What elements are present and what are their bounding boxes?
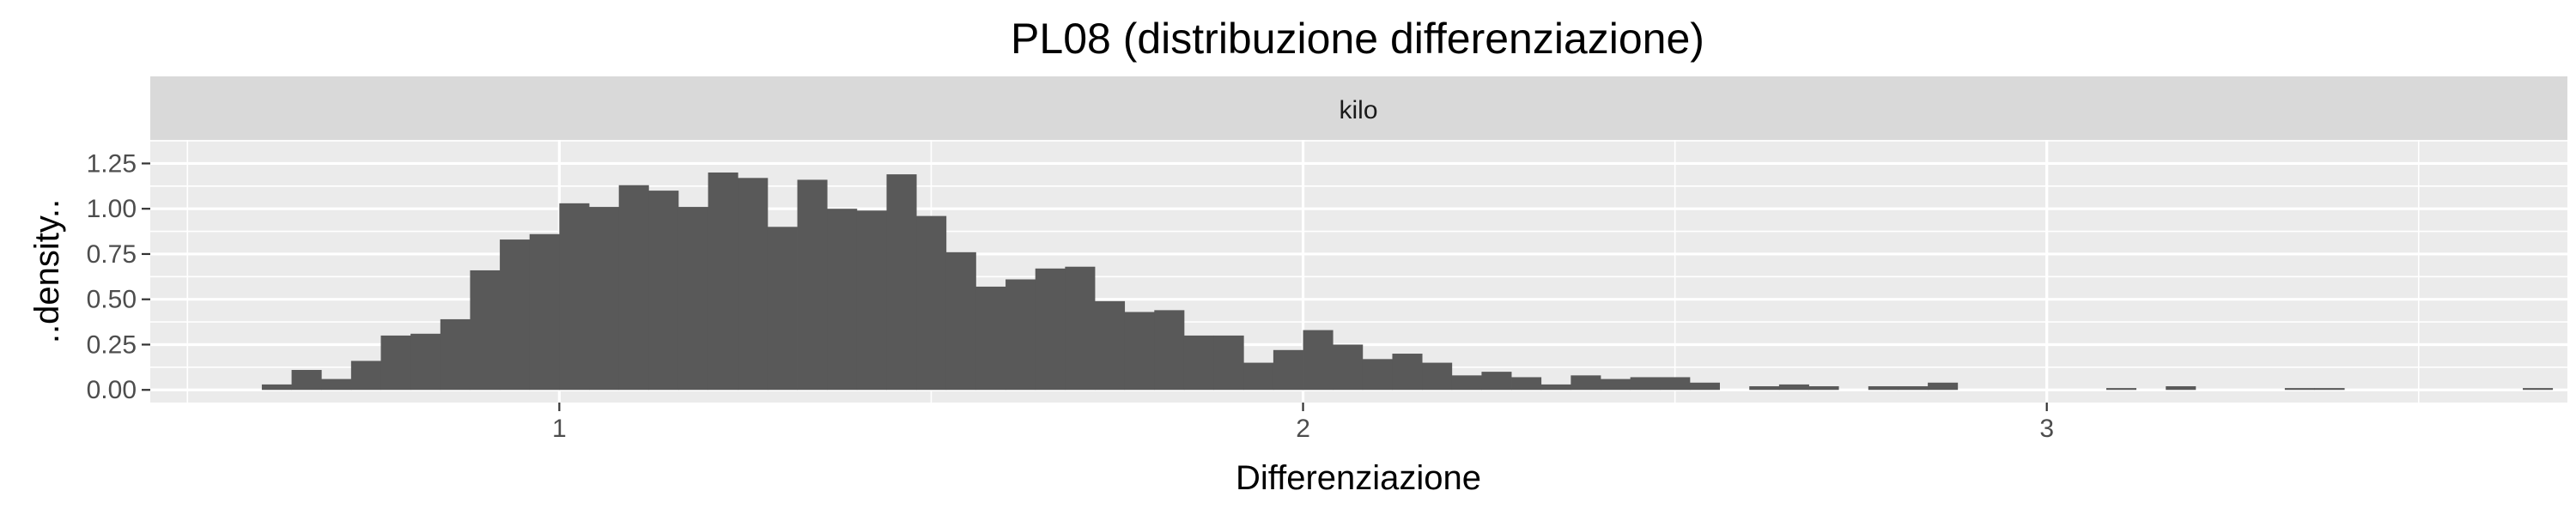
histogram-bar xyxy=(2314,388,2345,391)
histogram-bar xyxy=(470,270,501,391)
histogram-bar xyxy=(1778,384,1809,391)
histogram-bar xyxy=(1035,268,1066,391)
histogram-bar xyxy=(738,178,769,391)
x-axis-title: Differenziazione xyxy=(1236,459,1481,497)
y-tick-label: 0.00 xyxy=(87,376,137,404)
histogram-bar xyxy=(1065,266,1096,391)
histogram-bars xyxy=(261,172,2554,391)
histogram-bar xyxy=(2523,388,2554,391)
histogram-bar xyxy=(975,286,1006,391)
histogram-bar xyxy=(1928,382,1959,391)
x-tick-label: 2 xyxy=(1296,415,1310,443)
histogram-bar xyxy=(350,360,381,391)
histogram-bar xyxy=(1481,372,1512,391)
histogram-bar xyxy=(1183,335,1214,391)
histogram-bar xyxy=(589,207,620,391)
histogram-bar xyxy=(1898,386,1929,391)
histogram-bar xyxy=(1601,379,1631,391)
y-tick-label: 0.50 xyxy=(87,286,137,314)
histogram-bar xyxy=(1660,377,1691,391)
histogram-bar xyxy=(1213,335,1244,391)
histogram-bar xyxy=(797,179,828,391)
histogram-bar xyxy=(1333,344,1364,391)
histogram-bar xyxy=(1689,382,1720,391)
y-tick-label: 1.25 xyxy=(87,149,137,178)
histogram-bar xyxy=(648,191,679,391)
histogram-bar xyxy=(1451,375,1482,391)
histogram-bar xyxy=(1868,386,1899,391)
x-tick-label: 3 xyxy=(2039,415,2054,443)
histogram-bar xyxy=(1511,377,1542,391)
histogram-bar xyxy=(1095,300,1126,391)
histogram-bar xyxy=(380,335,411,391)
histogram-bar xyxy=(410,333,441,391)
histogram-bar xyxy=(2284,388,2315,391)
histogram-bar xyxy=(440,318,471,391)
x-tick-label: 1 xyxy=(552,415,567,443)
histogram-bar xyxy=(827,209,858,391)
histogram-bar xyxy=(1422,362,1453,391)
y-tick-label: 0.75 xyxy=(87,240,137,269)
y-tick-label: 1.00 xyxy=(87,195,137,223)
x-axis: 1 2 3 xyxy=(552,403,2054,443)
histogram-bar xyxy=(856,210,887,391)
histogram-bar xyxy=(1154,310,1185,391)
histogram-bar xyxy=(1005,279,1036,391)
histogram-bar xyxy=(1303,330,1334,391)
histogram-bar xyxy=(1243,362,1274,391)
histogram-bar xyxy=(261,384,292,391)
histogram-bar xyxy=(1571,375,1601,391)
histogram-bar xyxy=(618,185,649,391)
histogram-bar xyxy=(1808,386,1839,391)
histogram-bar xyxy=(321,379,352,391)
histogram-bar xyxy=(916,215,947,391)
histogram-bar xyxy=(500,239,531,391)
histogram-bar xyxy=(1273,349,1303,391)
histogram-bar xyxy=(1124,312,1155,391)
histogram-bar xyxy=(1540,384,1571,391)
chart-title: PL08 (distribuzione differenziazione) xyxy=(1011,15,1704,63)
histogram-bar xyxy=(677,207,709,391)
histogram-bar xyxy=(291,370,322,391)
histogram-bar xyxy=(1630,377,1661,391)
histogram-bar xyxy=(886,174,917,391)
y-axis: 0.00 0.25 0.50 0.75 1.00 1.25 xyxy=(87,149,150,404)
histogram-bar xyxy=(708,172,738,391)
histogram-bar xyxy=(2105,388,2137,391)
histogram-bar xyxy=(529,233,560,391)
histogram-bar xyxy=(1392,354,1423,391)
histogram-bar xyxy=(767,227,798,391)
histogram-bar xyxy=(2166,386,2196,391)
facet-strip xyxy=(150,76,2567,140)
histogram-bar xyxy=(945,251,976,391)
histogram-bar xyxy=(1749,386,1780,391)
histogram-bar xyxy=(559,203,590,391)
y-axis-title: ..density.. xyxy=(28,199,66,343)
facet-strip-label: kilo xyxy=(1339,96,1377,124)
y-tick-label: 0.25 xyxy=(87,330,137,359)
histogram-bar xyxy=(1362,359,1393,391)
